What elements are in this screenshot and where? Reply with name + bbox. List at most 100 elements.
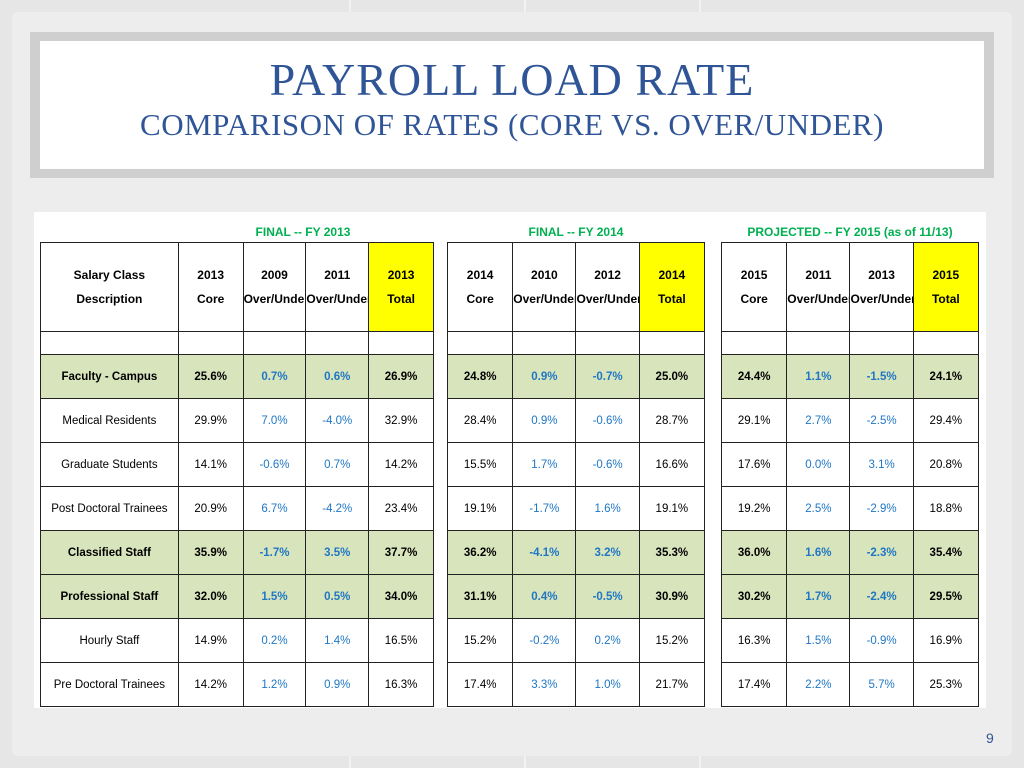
header-line: Over/Under: [850, 292, 914, 306]
table-row: 36.0% 1.6% -2.3% 35.4%: [720, 530, 980, 575]
rate-cell: 0.0%: [786, 442, 851, 487]
spacer-cell: [368, 331, 434, 355]
spacer-cell: [446, 331, 514, 355]
rate-cell: 2.5%: [786, 486, 851, 531]
header-line: 2011: [324, 268, 351, 282]
rate-cell: -1.7%: [512, 486, 577, 531]
table-row: 30.2% 1.7% -2.4% 29.5%: [720, 574, 980, 619]
rate-cell: 15.5%: [446, 442, 514, 487]
rate-cell: 19.1%: [446, 486, 514, 531]
header-line: 2013: [868, 268, 895, 282]
spacer-row: [40, 331, 434, 355]
column-header: 2015 Total: [912, 242, 980, 332]
row-label: Post Doctoral Trainees: [40, 486, 179, 531]
rate-cell: 37.7%: [368, 530, 434, 575]
column-header: 2014 Total: [638, 242, 706, 332]
table-fy2014: 2014 Core 2010 Over/Under 2012 Over/Under 2014…: [446, 242, 706, 707]
rate-cell: 1.7%: [786, 574, 851, 619]
spacer-cell: [849, 331, 914, 355]
rate-cell: 18.8%: [912, 486, 980, 531]
rate-cell: 1.5%: [242, 574, 307, 619]
table-row: 19.1% -1.7% 1.6% 19.1%: [446, 486, 706, 531]
rate-cell: -1.5%: [849, 354, 914, 399]
rate-cell: 0.9%: [305, 662, 370, 707]
rate-cell: -2.9%: [849, 486, 914, 531]
table-row: 28.4% 0.9% -0.6% 28.7%: [446, 398, 706, 443]
rate-cell: 24.4%: [720, 354, 788, 399]
table-row: Hourly Staff 14.9% 0.2% 1.4% 16.5%: [40, 618, 434, 663]
table-row: 15.5% 1.7% -0.6% 16.6%: [446, 442, 706, 487]
row-label: Professional Staff: [40, 574, 179, 619]
column-header: 2011 Over/Under: [786, 242, 851, 332]
spacer-cell: [720, 331, 788, 355]
table-row: 36.2% -4.1% 3.2% 35.3%: [446, 530, 706, 575]
table-row: Graduate Students 14.1% -0.6% 0.7% 14.2%: [40, 442, 434, 487]
spacer-cell: [177, 331, 244, 355]
rate-cell: 35.3%: [638, 530, 706, 575]
column-header: 2013 Core: [177, 242, 244, 332]
rate-cell: 36.0%: [720, 530, 788, 575]
rate-cell: 28.7%: [638, 398, 706, 443]
rate-cell: 16.3%: [720, 618, 788, 663]
rate-cell: 24.8%: [446, 354, 514, 399]
title-inner: PAYROLL LOAD RATE COMPARISON OF RATES (C…: [40, 41, 984, 169]
rate-cell: 6.7%: [242, 486, 307, 531]
header-line: 2009: [261, 268, 288, 282]
rate-cell: -0.7%: [575, 354, 640, 399]
header-line: Core: [196, 292, 225, 306]
rate-cell: 0.4%: [512, 574, 577, 619]
rate-cell: 1.5%: [786, 618, 851, 663]
header-line: 2011: [805, 268, 832, 282]
rate-cell: 16.9%: [912, 618, 980, 663]
header-row: Salary Class Description 2013 Core 2009 Over/…: [40, 242, 434, 332]
table-row: 31.1% 0.4% -0.5% 30.9%: [446, 574, 706, 619]
table-row: Classified Staff 35.9% -1.7% 3.5% 37.7%: [40, 530, 434, 575]
table-row: 17.6% 0.0% 3.1% 20.8%: [720, 442, 980, 487]
table-row: 16.3% 1.5% -0.9% 16.9%: [720, 618, 980, 663]
column-header: 2011 Over/Under: [305, 242, 370, 332]
header-line: 2010: [531, 268, 558, 282]
rate-cell: 25.3%: [912, 662, 980, 707]
table-row: Medical Residents 29.9% 7.0% -4.0% 32.9%: [40, 398, 434, 443]
spacer-cell: [575, 331, 640, 355]
rate-cell: 20.8%: [912, 442, 980, 487]
rate-cell: 30.2%: [720, 574, 788, 619]
rate-cell: 0.7%: [305, 442, 370, 487]
header-line: Total: [657, 292, 686, 306]
column-header: 2009 Over/Under: [242, 242, 307, 332]
table-row: 29.1% 2.7% -2.5% 29.4%: [720, 398, 980, 443]
rate-cell: 15.2%: [446, 618, 514, 663]
rates-table-area: FINAL -- FY 2013 FINAL -- FY 2014 PROJEC…: [34, 212, 986, 708]
rate-cell: 14.1%: [177, 442, 244, 487]
rate-cell: 0.2%: [242, 618, 307, 663]
header-line: Over/Under: [243, 292, 306, 306]
table-row: 24.4% 1.1% -1.5% 24.1%: [720, 354, 980, 399]
rate-cell: 17.4%: [720, 662, 788, 707]
table-row: Post Doctoral Trainees 20.9% 6.7% -4.2% 23.4…: [40, 486, 434, 531]
header-line: 2014: [466, 268, 494, 282]
rate-cell: 25.0%: [638, 354, 706, 399]
rate-cell: 21.7%: [638, 662, 706, 707]
rate-cell: -4.0%: [305, 398, 370, 443]
rate-cell: 0.9%: [512, 354, 577, 399]
rate-cell: 0.2%: [575, 618, 640, 663]
rate-cell: -0.6%: [242, 442, 307, 487]
rate-cell: -0.9%: [849, 618, 914, 663]
rate-cell: 16.3%: [368, 662, 434, 707]
slide-title: PAYROLL LOAD RATE: [269, 54, 755, 105]
rate-cell: 1.4%: [305, 618, 370, 663]
header-line: 2014: [658, 268, 686, 282]
rate-cell: 26.9%: [368, 354, 434, 399]
table-row: Professional Staff 32.0% 1.5% 0.5% 34.0%: [40, 574, 434, 619]
table-fy2013: Salary Class Description 2013 Core 2009 Over/…: [40, 242, 434, 707]
table-row: 15.2% -0.2% 0.2% 15.2%: [446, 618, 706, 663]
column-header: 2013 Total: [368, 242, 434, 332]
rate-cell: -2.3%: [849, 530, 914, 575]
rate-cell: 0.9%: [512, 398, 577, 443]
column-header: 2014 Core: [446, 242, 514, 332]
rate-cell: -0.6%: [575, 442, 640, 487]
rate-cell: 0.6%: [305, 354, 370, 399]
header-line: Description: [76, 292, 143, 306]
header-line: 2013: [197, 268, 224, 282]
rate-cell: 32.9%: [368, 398, 434, 443]
